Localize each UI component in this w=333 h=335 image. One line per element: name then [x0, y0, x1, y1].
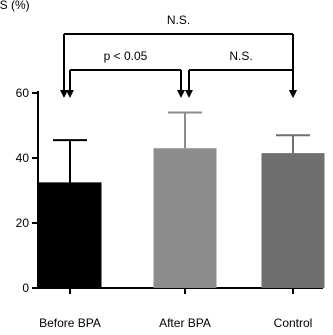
bar-0	[38, 182, 102, 288]
y-tick-label-40: 40	[16, 151, 30, 165]
bracket-arrow-left-1	[185, 90, 193, 98]
plot-area: 0 20 40 60 Before BPA After BPA Control p < 0.0…	[16, 13, 325, 330]
y-axis-title: LS (%)	[0, 0, 30, 12]
bracket-arrow-right-0	[177, 90, 185, 98]
comparison-label-2: N.S.	[167, 13, 190, 27]
category-label-1: After BPA	[159, 316, 211, 330]
bracket-arrow-right-2	[289, 90, 297, 98]
y-tick-label-20: 20	[16, 216, 30, 230]
comparison-label-0: p < 0.05	[104, 49, 148, 63]
y-tick-label-0: 0	[22, 281, 29, 295]
comparison-label-1: N.S.	[229, 49, 252, 63]
y-tick-label-60: 60	[16, 86, 30, 100]
category-label-0: Before BPA	[39, 316, 101, 330]
bracket-arrow-left-0	[66, 90, 74, 98]
bracket-arrow-left-2	[60, 90, 68, 98]
bar-1	[153, 148, 217, 288]
category-label-2: Control	[274, 316, 313, 330]
bar-2	[261, 153, 325, 288]
